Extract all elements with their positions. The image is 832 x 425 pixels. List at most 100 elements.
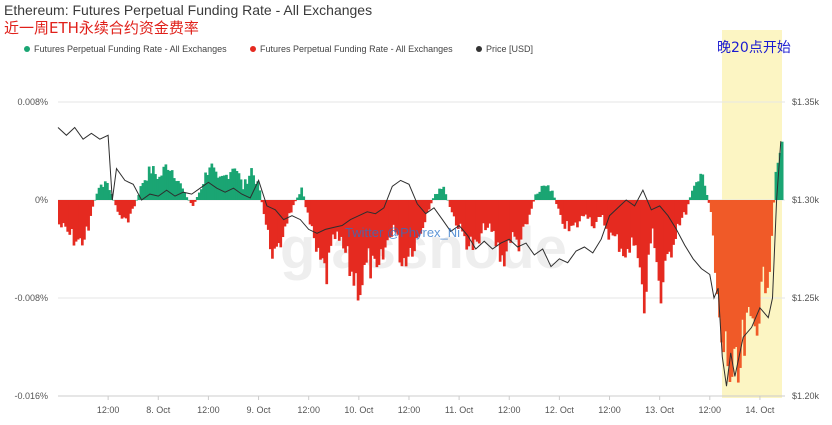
y-right-tick-label: $1.30k: [792, 195, 820, 205]
funding-rate-bar: [417, 200, 421, 237]
funding-rate-bar: [373, 200, 377, 259]
funding-rate-bar: [659, 200, 663, 304]
x-tick-label: 12:00: [297, 405, 320, 415]
funding-rate-bar: [97, 187, 101, 200]
funding-rate-bar: [668, 200, 671, 252]
funding-rate-bar: [385, 200, 389, 241]
legend-label-negative: Futures Perpetual Funding Rate - All Exc…: [260, 44, 453, 54]
funding-rate-bar: [463, 200, 466, 237]
funding-rate-bar: [331, 200, 335, 235]
funding-rate-bar: [515, 200, 519, 240]
funding-rate-bar: [275, 200, 278, 247]
funding-rate-bar: [611, 200, 615, 236]
funding-rate-bar: [60, 200, 63, 228]
funding-rate-bar: [197, 192, 201, 200]
funding-rate-bar: [619, 200, 623, 249]
funding-rate-bar: [753, 200, 757, 327]
legend-marker-negative: [250, 46, 256, 52]
funding-rate-bar: [592, 200, 596, 229]
funding-rate-bar: [181, 188, 184, 200]
funding-rate-bar: [450, 200, 454, 213]
funding-rate-bar: [718, 200, 721, 318]
funding-rate-bar: [152, 166, 155, 200]
funding-rate-bar: [440, 188, 443, 200]
funding-rate-bar: [502, 200, 506, 267]
funding-rate-bar: [379, 200, 383, 250]
funding-rate-bar: [542, 185, 546, 200]
funding-rate-bar: [375, 200, 379, 268]
funding-rate-bar: [291, 200, 295, 206]
funding-rate-bar: [390, 200, 393, 237]
funding-rate-bar: [626, 200, 629, 249]
funding-rate-bar: [346, 200, 349, 247]
funding-rate-bar: [563, 200, 567, 229]
funding-rate-bar: [233, 168, 237, 200]
funding-rate-bar: [262, 200, 266, 215]
funding-rate-bar: [732, 200, 736, 349]
funding-rate-bar: [484, 200, 487, 231]
funding-rate-bar: [279, 200, 283, 248]
funding-rate-bar: [193, 200, 197, 202]
funding-rate-bar: [770, 200, 774, 236]
funding-rate-bar: [149, 173, 153, 200]
funding-rate-bar: [258, 190, 262, 200]
funding-rate-bar: [551, 190, 554, 200]
funding-rate-bar: [749, 200, 753, 317]
funding-rate-bar: [214, 171, 218, 200]
funding-rate-bar: [690, 190, 694, 200]
funding-rate-bar: [496, 200, 500, 243]
funding-rate-bar: [76, 200, 80, 240]
funding-rate-bar: [688, 197, 692, 200]
funding-rate-bar: [411, 200, 414, 257]
funding-rate-bar: [206, 175, 210, 200]
funding-rate-bar: [507, 200, 510, 241]
funding-rate-bar: [446, 200, 450, 201]
funding-rate-bar: [693, 185, 696, 200]
funding-rate-bar: [264, 200, 268, 225]
x-tick-label: 12:00: [699, 405, 722, 415]
funding-rate-bar: [243, 179, 247, 200]
funding-rate-bar: [396, 200, 400, 235]
funding-rate-bar: [388, 200, 391, 238]
funding-rate-bar: [103, 181, 107, 200]
funding-rate-bar: [778, 152, 782, 200]
funding-rate-bar: [312, 200, 316, 239]
funding-rate-bar: [680, 200, 684, 218]
funding-rate-bar: [647, 200, 650, 255]
funding-rate-bar: [340, 200, 343, 237]
funding-rate-bar: [734, 200, 738, 348]
funding-rate-bar: [204, 172, 207, 200]
funding-rate-bar: [519, 200, 523, 240]
funding-rate-bar: [766, 200, 769, 288]
funding-rate-bar: [613, 200, 617, 237]
funding-rate-bar: [126, 200, 130, 223]
funding-rate-bar: [131, 200, 134, 209]
funding-rate-bar: [672, 200, 675, 245]
funding-rate-bar: [642, 200, 646, 314]
funding-rate-bar: [565, 200, 569, 222]
chart-title: Ethereum: Futures Perpetual Funding Rate…: [4, 2, 372, 18]
funding-rate-bar: [160, 175, 164, 200]
funding-rate-bar: [540, 185, 544, 200]
funding-rate-bar: [64, 200, 67, 227]
funding-rate-bar: [200, 189, 203, 200]
funding-rate-bar: [74, 200, 78, 242]
funding-rate-bar: [586, 200, 590, 219]
funding-rate-bar: [133, 200, 136, 207]
funding-rate-bar: [674, 200, 677, 239]
funding-rate-bar: [699, 173, 703, 200]
funding-rate-bar: [431, 198, 435, 200]
funding-rate-bar: [601, 200, 604, 216]
funding-rate-bar: [143, 180, 147, 200]
funding-rate-bar: [705, 195, 709, 200]
funding-rate-bar: [413, 200, 416, 252]
funding-rate-bar: [277, 200, 281, 244]
funding-rate-bar: [68, 200, 72, 235]
x-tick-label: 10. Oct: [344, 405, 374, 415]
funding-rate-bar: [344, 200, 347, 253]
funding-rate-bar: [630, 200, 634, 238]
funding-rate-bar: [83, 200, 86, 240]
funding-rate-bar: [87, 200, 90, 231]
x-tick-label: 9. Oct: [247, 405, 272, 415]
funding-rate-bar: [555, 200, 558, 205]
